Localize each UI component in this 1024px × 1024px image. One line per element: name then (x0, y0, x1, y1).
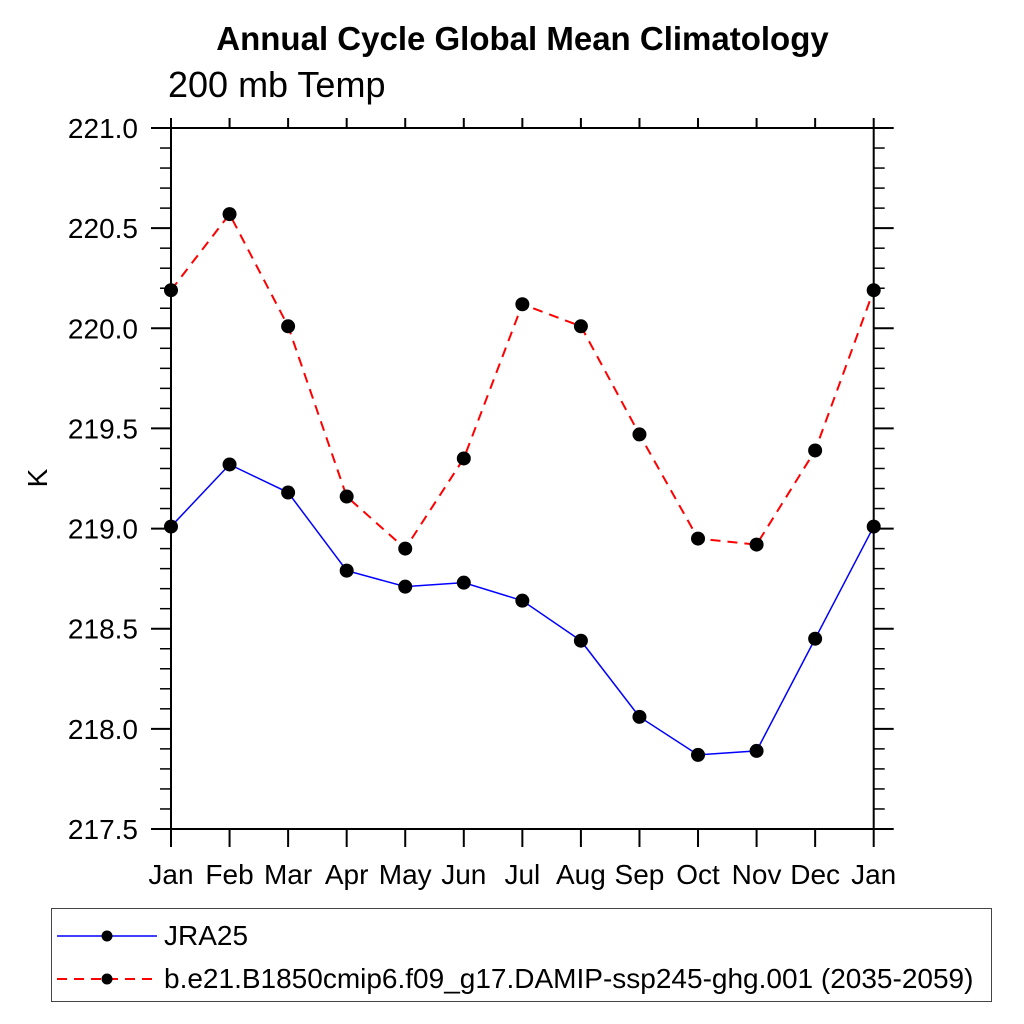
data-point-s1-7 (573, 319, 588, 334)
x-tick-label: Jan (148, 859, 193, 890)
legend-label-model: b.e21.B1850cmip6.f09_g17.DAMIP-ssp245-gh… (164, 963, 974, 994)
x-tick-label: Feb (205, 859, 253, 890)
y-tick-label: 218.5 (68, 614, 138, 645)
legend-swatch-dashed (57, 973, 157, 985)
y-tick-label: 218.0 (68, 714, 138, 745)
legend-marker-dot (101, 973, 113, 985)
data-point-s0-10 (749, 743, 764, 758)
data-point-s1-11 (808, 443, 823, 458)
y-tick-label: 221.0 (68, 113, 138, 144)
data-point-s1-4 (398, 541, 413, 556)
data-point-s0-11 (808, 631, 823, 646)
series-line-1 (170, 212, 875, 551)
data-point-s1-10 (749, 537, 764, 552)
legend-marker-dot (101, 930, 113, 942)
data-point-s0-5 (456, 575, 471, 590)
x-tick-label: Mar (264, 859, 312, 890)
series-line-0 (170, 463, 875, 756)
chart-title: Annual Cycle Global Mean Climatology (216, 20, 829, 57)
x-tick-label: Nov (732, 859, 782, 890)
data-point-s0-0 (164, 519, 178, 534)
y-tick-label: 217.5 (68, 814, 138, 845)
data-point-s1-12 (866, 283, 881, 298)
legend-box: JRA25 b.e21.B1850cmip6.f09_g17.DAMIP-ssp… (51, 908, 992, 1002)
x-tick-label: May (379, 859, 432, 890)
x-tick-label: Aug (556, 859, 606, 890)
data-point-s0-4 (398, 579, 413, 594)
y-tick-label: 220.0 (68, 313, 138, 344)
legend-label-jra25: JRA25 (164, 920, 249, 951)
plot-frame (170, 127, 875, 830)
data-point-s1-9 (691, 531, 706, 546)
x-tick-label: Sep (615, 859, 665, 890)
data-point-s0-8 (632, 709, 647, 724)
y-tick-label: 220.5 (68, 213, 138, 244)
data-point-s0-7 (573, 633, 588, 648)
legend-item-jra25: JRA25 (57, 920, 249, 951)
data-point-s1-3 (339, 489, 354, 504)
data-point-s0-3 (339, 563, 354, 578)
y-tick-label: 219.0 (68, 514, 138, 545)
x-tick-label: Jun (441, 859, 486, 890)
x-tick-label: Apr (325, 859, 369, 890)
data-point-s1-5 (456, 451, 471, 466)
y-tick-label: 219.5 (68, 413, 138, 444)
data-point-s1-8 (632, 427, 647, 442)
data-point-s0-9 (691, 747, 706, 762)
data-point-s0-2 (281, 485, 296, 500)
x-tick-label: Oct (676, 859, 720, 890)
data-point-s1-2 (281, 319, 296, 334)
x-tick-label: Dec (790, 859, 840, 890)
legend-item-model: b.e21.B1850cmip6.f09_g17.DAMIP-ssp245-gh… (57, 963, 974, 994)
data-point-s0-1 (222, 457, 237, 472)
data-point-s0-6 (515, 593, 530, 608)
legend-swatch-solid (57, 930, 157, 942)
chart-subtitle: 200 mb Temp (168, 64, 386, 105)
data-point-s1-6 (515, 297, 530, 312)
data-point-s1-0 (164, 283, 178, 298)
data-point-s1-1 (222, 207, 237, 222)
data-point-s0-12 (866, 519, 881, 534)
x-tick-label: Jul (504, 859, 540, 890)
x-tick-label: Jan (851, 859, 896, 890)
